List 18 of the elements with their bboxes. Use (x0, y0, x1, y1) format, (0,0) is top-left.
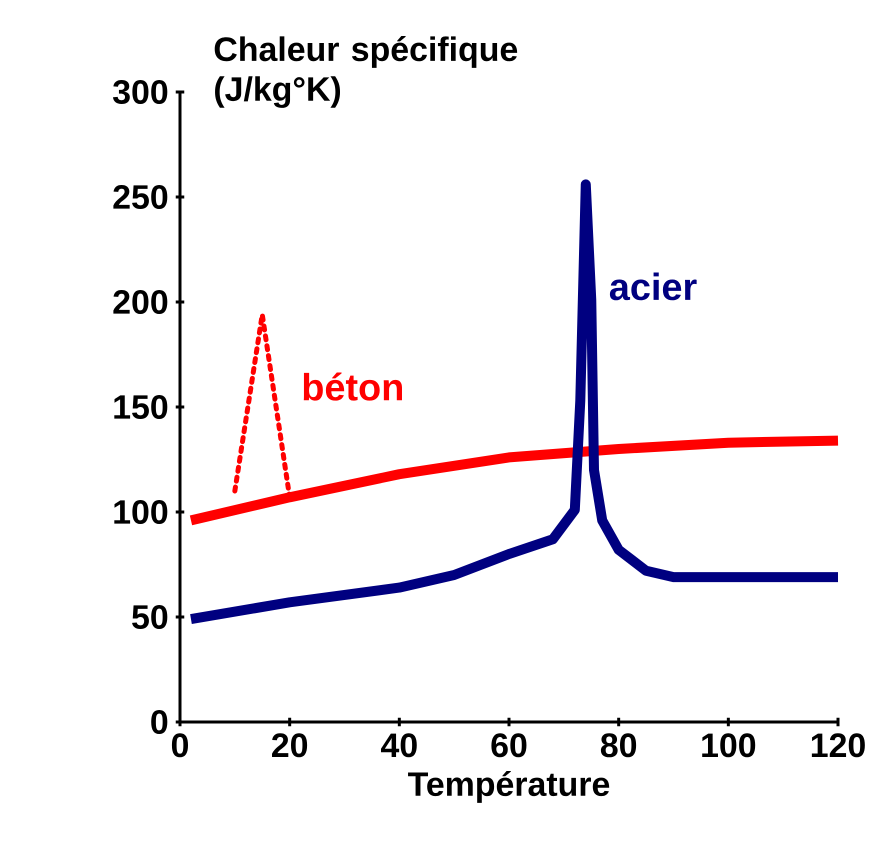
y-axis-title: Chaleur spécifique (J/kg°K) (214, 36, 518, 108)
y-tick-label: 100 (114, 500, 168, 524)
x-tick-label: 100 (702, 733, 756, 758)
y-tick-label: 200 (113, 290, 168, 314)
y-tick-label: 250 (113, 185, 168, 210)
y-tick-label: 50 (132, 605, 168, 630)
y-tick-label: 0 (151, 710, 168, 734)
x-tick-label: 120 (812, 733, 865, 758)
series-label: acier (610, 272, 697, 300)
y-tick-label: 150 (114, 395, 168, 420)
x-tick-label: 60 (491, 733, 526, 758)
x-tick-label: 20 (272, 733, 308, 758)
x-tick-label: 40 (381, 733, 417, 758)
y-tick-label: 300 (112, 80, 168, 104)
x-tick-label: 80 (600, 733, 636, 758)
x-axis-title: Température (408, 770, 610, 803)
series-label: béton (304, 372, 402, 401)
x-tick-label: 0 (172, 733, 188, 758)
